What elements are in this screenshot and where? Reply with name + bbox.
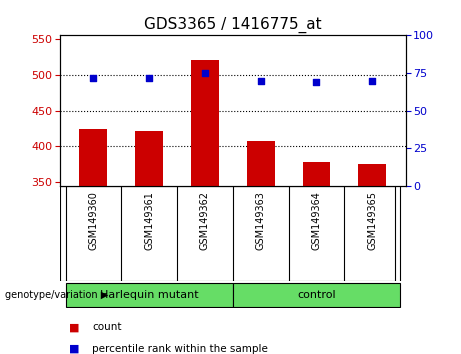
Text: control: control — [297, 290, 336, 300]
Text: percentile rank within the sample: percentile rank within the sample — [92, 343, 268, 354]
Bar — [358, 164, 386, 186]
Bar — [135, 131, 163, 186]
Text: genotype/variation ▶: genotype/variation ▶ — [5, 290, 108, 300]
Text: Harlequin mutant: Harlequin mutant — [100, 290, 199, 300]
Text: GSM149364: GSM149364 — [312, 190, 321, 250]
Text: ■: ■ — [69, 343, 80, 354]
Title: GDS3365 / 1416775_at: GDS3365 / 1416775_at — [144, 16, 322, 33]
Point — [146, 75, 153, 80]
Text: GSM149360: GSM149360 — [89, 190, 98, 250]
Bar — [79, 129, 107, 186]
Point — [90, 75, 97, 80]
Bar — [247, 141, 275, 186]
Point — [368, 78, 376, 83]
Bar — [65, 283, 233, 307]
Bar — [191, 61, 219, 186]
Bar — [302, 162, 331, 186]
Text: count: count — [92, 322, 122, 332]
Point — [201, 70, 209, 76]
Text: GSM149363: GSM149363 — [256, 190, 266, 250]
Text: GSM149362: GSM149362 — [200, 190, 210, 250]
Text: GSM149361: GSM149361 — [144, 190, 154, 250]
Point — [257, 78, 264, 83]
Point — [313, 79, 320, 85]
Text: GSM149365: GSM149365 — [367, 190, 377, 250]
Text: ■: ■ — [69, 322, 80, 332]
Bar — [233, 283, 400, 307]
